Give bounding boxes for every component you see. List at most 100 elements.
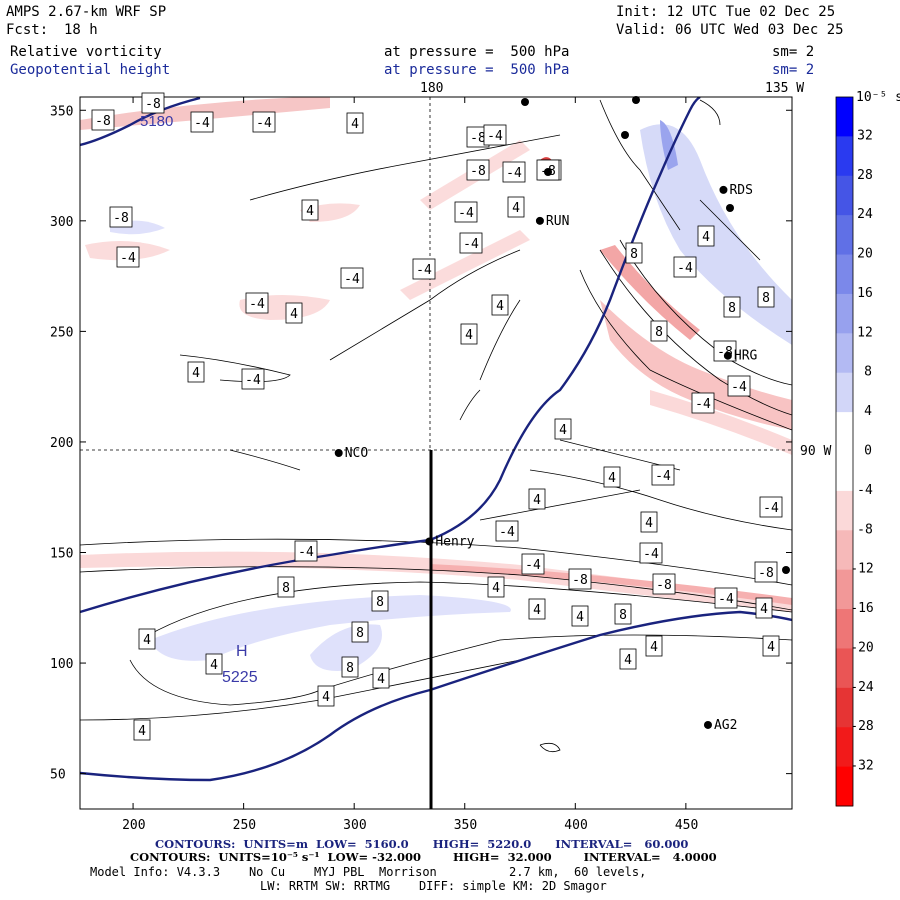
colorbar-tick-label: -12	[850, 562, 873, 577]
contour-label-box	[460, 323, 478, 345]
contour-label-box	[285, 302, 303, 324]
vort-band	[660, 120, 678, 170]
contour-label: -4	[458, 206, 474, 221]
contour-label-box	[346, 112, 364, 134]
colorbar-swatch	[836, 215, 853, 256]
colorbar-tick-label: 20	[857, 247, 873, 262]
vort-band	[600, 300, 792, 430]
contour-label-box	[571, 605, 589, 627]
contour-label: 4	[650, 640, 658, 655]
contour-label: 4	[533, 603, 541, 618]
vort-band	[150, 595, 511, 661]
vorticity-field	[80, 97, 792, 809]
field2-smoothing: sm= 2	[772, 62, 815, 78]
contour-label: -8	[470, 164, 486, 179]
contour-label: -4	[763, 501, 779, 516]
station-marker	[521, 98, 529, 106]
contour-label: -8	[470, 131, 486, 146]
contour-label-box	[568, 568, 592, 590]
station-marker	[632, 96, 640, 104]
contour-label: 8	[655, 325, 663, 340]
vort-band	[430, 564, 792, 605]
contour-label: 4	[351, 117, 359, 132]
contour-label-box	[372, 667, 390, 689]
model-title: AMPS 2.67-km WRF SP	[6, 4, 167, 20]
height-contour	[80, 97, 201, 147]
contour-label-box	[190, 111, 214, 133]
contour-label: -4	[695, 397, 711, 412]
contour-label-box	[723, 296, 741, 318]
field1-level: at pressure = 500 hPa	[384, 44, 570, 60]
contour-label: -4	[525, 558, 541, 573]
contour-label: -8	[95, 114, 111, 129]
contour-label-box	[412, 258, 436, 280]
contour-labels: -8-8-4-44-8-4-4-8-4-44-84-4-4-4-4-44444-…	[91, 92, 783, 741]
contour-label: -4	[416, 263, 432, 278]
height-contour	[80, 97, 701, 614]
colorbar-swatch	[836, 490, 853, 531]
y-tick-label: 350	[50, 104, 73, 119]
contour-label: -8	[758, 566, 774, 581]
contour-label-box	[651, 464, 675, 486]
contour-label-box	[507, 196, 525, 218]
colorbar-swatch	[836, 293, 853, 334]
contour-label: -4	[194, 116, 210, 131]
contour-label: 4	[192, 366, 200, 381]
contour-label-box	[138, 628, 156, 650]
contour-label-box	[521, 553, 545, 575]
contour-label-box	[757, 286, 775, 308]
contour-label-box	[502, 161, 526, 183]
contour-label: -4	[120, 251, 136, 266]
contour-label: -4	[487, 129, 503, 144]
vort-band	[650, 390, 792, 455]
station-marker	[723, 351, 732, 360]
contour-label-box	[640, 511, 658, 533]
station-marker	[703, 720, 712, 729]
vort-band	[400, 230, 530, 300]
contour-label: 4	[608, 471, 616, 486]
contour-label-box	[241, 368, 265, 390]
field1-smoothing: sm= 2	[772, 44, 815, 60]
station-label: NCO	[345, 446, 369, 461]
colorbar-tick-label: 8	[864, 365, 872, 380]
contour-label: -4	[731, 380, 747, 395]
footer-model-info: Model Info: V4.3.3 No Cu MYJ PBL Morriso…	[90, 865, 647, 879]
contour-label: 4	[559, 423, 567, 438]
field1-name: Relative vorticity	[10, 44, 162, 60]
contour-label: 8	[282, 581, 290, 596]
colorbar-tick-label: -8	[857, 522, 873, 537]
contour-label: -4	[298, 545, 314, 560]
field2-name: Geopotential height	[10, 62, 171, 78]
colorbar-swatch	[836, 451, 853, 492]
contour-label-box	[109, 206, 133, 228]
contour-label-box	[351, 621, 369, 643]
height-label: 5180	[140, 113, 173, 130]
contour-label-box	[759, 496, 783, 518]
contour-label-box	[645, 635, 663, 657]
contour-label: 8	[619, 608, 627, 623]
colorbar-swatch	[836, 254, 853, 295]
contour-label-box	[528, 488, 546, 510]
contour-label: -4	[245, 373, 261, 388]
stations: NCO Henry AG2 RDS RUN HRG	[334, 96, 790, 733]
station-marker	[334, 449, 343, 457]
contour-label: -4	[718, 592, 734, 607]
contour-label-box	[454, 201, 478, 223]
contour-label-box	[317, 685, 335, 707]
contour-label: -4	[506, 166, 522, 181]
plot-frame	[79, 96, 793, 810]
contour-label-box	[495, 520, 519, 542]
station-marker	[726, 204, 734, 212]
contour-label-box	[340, 267, 364, 289]
contour-label-box	[483, 124, 507, 146]
colorbar-tick-label: 28	[857, 168, 873, 183]
colorbar-tick-label: 0	[864, 444, 872, 459]
contour-label: 8	[630, 247, 638, 262]
contour-label: 4	[624, 653, 632, 668]
contour-label: 4	[210, 658, 218, 673]
x-tick-label: 300	[343, 818, 366, 833]
y-tick-label: 300	[50, 215, 73, 230]
contour-label: 8	[376, 595, 384, 610]
contour-label: -4	[256, 116, 272, 131]
